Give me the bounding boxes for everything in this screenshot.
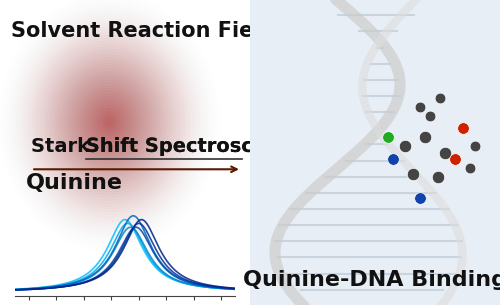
Point (471, 144, 479, 149)
Text: Shift Spectroscopy: Shift Spectroscopy (86, 137, 294, 156)
Text: Quinine-DNA Binding: Quinine-DNA Binding (243, 270, 500, 290)
Point (451, 156, 459, 161)
Point (416, 196, 424, 201)
Point (416, 104, 424, 109)
Point (466, 165, 474, 170)
Point (434, 174, 442, 179)
Point (426, 113, 434, 118)
Point (408, 171, 416, 176)
Point (441, 150, 449, 155)
Point (436, 95, 444, 100)
Text: Quinine: Quinine (26, 173, 123, 193)
Point (388, 156, 396, 161)
Text: Stark: Stark (31, 137, 97, 156)
Point (421, 135, 429, 140)
Point (384, 135, 392, 140)
Point (458, 126, 466, 131)
Point (401, 144, 409, 149)
Text: Solvent Reaction Field: Solvent Reaction Field (11, 21, 275, 41)
